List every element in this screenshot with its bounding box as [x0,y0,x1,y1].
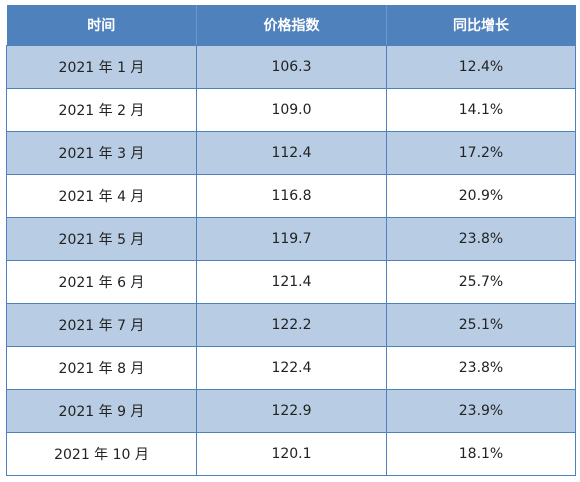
table-row: 2021 年 3 月 112.4 17.2% [6,131,576,175]
cell-yoy-growth: 25.1% [386,303,576,347]
cell-price-index: 109.0 [196,88,387,132]
cell-time: 2021 年 10 月 [6,432,197,476]
cell-yoy-growth: 12.4% [386,45,576,89]
table-row: 2021 年 5 月 119.7 23.8% [6,217,576,261]
cell-yoy-growth: 23.9% [386,389,576,433]
table-row: 2021 年 6 月 121.4 25.7% [6,260,576,304]
cell-yoy-growth: 23.8% [386,346,576,390]
table-row: 2021 年 10 月 120.1 18.1% [6,432,576,476]
cell-time: 2021 年 4 月 [6,174,197,218]
table-row: 2021 年 8 月 122.4 23.8% [6,346,576,390]
cell-yoy-growth: 23.8% [386,217,576,261]
cell-price-index: 106.3 [196,45,387,89]
cell-time: 2021 年 1 月 [6,45,197,89]
cell-price-index: 121.4 [196,260,387,304]
cell-yoy-growth: 20.9% [386,174,576,218]
table-header-row: 时间 价格指数 同比增长 [6,5,576,46]
cell-price-index: 112.4 [196,131,387,175]
price-index-table: 时间 价格指数 同比增长 2021 年 1 月 106.3 12.4% 2021… [6,5,576,476]
cell-time: 2021 年 2 月 [6,88,197,132]
table-row: 2021 年 2 月 109.0 14.1% [6,88,576,132]
cell-time: 2021 年 5 月 [6,217,197,261]
cell-time: 2021 年 8 月 [6,346,197,390]
cell-yoy-growth: 25.7% [386,260,576,304]
cell-time: 2021 年 7 月 [6,303,197,347]
table-row: 2021 年 4 月 116.8 20.9% [6,174,576,218]
cell-price-index: 120.1 [196,432,387,476]
cell-price-index: 116.8 [196,174,387,218]
cell-price-index: 122.9 [196,389,387,433]
table-row: 2021 年 9 月 122.9 23.9% [6,389,576,433]
cell-time: 2021 年 6 月 [6,260,197,304]
cell-price-index: 122.2 [196,303,387,347]
price-index-table-container: 时间 价格指数 同比增长 2021 年 1 月 106.3 12.4% 2021… [6,5,576,476]
table-row: 2021 年 7 月 122.2 25.1% [6,303,576,347]
header-time: 时间 [6,5,197,46]
header-price-index: 价格指数 [196,5,387,46]
header-yoy-growth: 同比增长 [386,5,576,46]
cell-yoy-growth: 17.2% [386,131,576,175]
table-row: 2021 年 1 月 106.3 12.4% [6,45,576,89]
cell-time: 2021 年 9 月 [6,389,197,433]
cell-price-index: 119.7 [196,217,387,261]
cell-yoy-growth: 18.1% [386,432,576,476]
cell-yoy-growth: 14.1% [386,88,576,132]
cell-time: 2021 年 3 月 [6,131,197,175]
cell-price-index: 122.4 [196,346,387,390]
